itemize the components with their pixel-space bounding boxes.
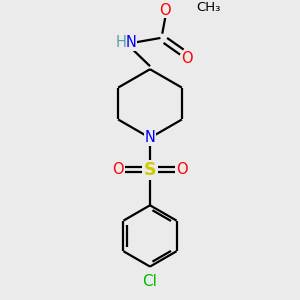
Text: CH₃: CH₃ <box>196 2 221 14</box>
Text: H: H <box>115 35 126 50</box>
Text: O: O <box>182 51 193 66</box>
Text: Cl: Cl <box>142 274 158 289</box>
Text: O: O <box>176 162 188 177</box>
Text: N: N <box>145 130 155 146</box>
Text: S: S <box>144 161 156 179</box>
Text: O: O <box>112 162 124 177</box>
Text: N: N <box>126 35 136 50</box>
Text: O: O <box>160 3 171 18</box>
